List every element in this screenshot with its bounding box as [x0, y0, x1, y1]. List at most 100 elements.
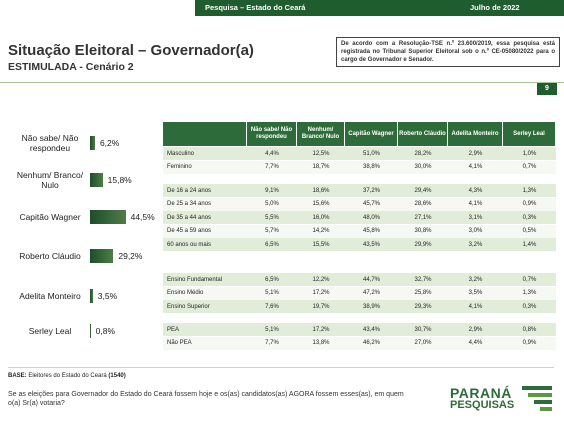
- table-cell: 27,1%: [414, 214, 432, 221]
- table-cell: 5,1%: [265, 290, 279, 297]
- table-cell: 0,3%: [522, 303, 537, 310]
- table-cell: 45,8%: [362, 228, 380, 235]
- row-bg: [163, 300, 556, 313]
- table-cell: 16,0%: [312, 214, 330, 221]
- table-cell: 43,4%: [362, 326, 380, 333]
- table-cell: 4,1%: [468, 201, 483, 208]
- table-cell: 2,9%: [468, 150, 483, 157]
- table-cell: 0,5%: [522, 228, 537, 235]
- table-cell: 4,3%: [468, 187, 483, 194]
- row-label: De 45 a 59 anos: [167, 228, 212, 235]
- category-label: Não sabe/ Não respondeu: [21, 133, 79, 153]
- table-cell: 38,8%: [362, 164, 380, 171]
- row-label: De 35 a 44 anos: [167, 214, 212, 221]
- table-cell: 3,0%: [468, 228, 483, 235]
- bar: [90, 173, 103, 187]
- table-cell: 17,2%: [312, 290, 330, 297]
- table-cell: 1,3%: [522, 187, 537, 194]
- table-cell: 3,2%: [468, 241, 483, 248]
- column-header: Não sabe/ Não respondeu: [247, 122, 297, 146]
- table-cell: 32,7%: [414, 276, 432, 283]
- column-header: Nenhum/ Branco/ Nulo: [297, 122, 345, 146]
- table-cell: 14,2%: [312, 228, 330, 235]
- table-cell: 12,5%: [312, 150, 330, 157]
- row-label: Masculino: [167, 150, 195, 157]
- table-cell: 0,9%: [522, 340, 537, 347]
- table-cell: 30,0%: [414, 164, 432, 171]
- table-cell: 12,2%: [312, 276, 330, 283]
- row-label: Feminino: [167, 164, 192, 171]
- table-cell: 4,4%: [265, 150, 279, 157]
- table-cell: 3,1%: [468, 214, 483, 221]
- base-text: Eleitores do Estado do Ceará: [28, 373, 107, 379]
- row-label: 60 anos ou mais: [167, 241, 212, 248]
- row-label: PEA: [167, 326, 180, 333]
- table-cell: 7,7%: [265, 164, 279, 171]
- row-label: De 16 a 24 anos: [167, 187, 212, 194]
- table-cell: 29,9%: [414, 241, 432, 248]
- table-cell: 30,7%: [414, 326, 432, 333]
- table-cell: 0,9%: [522, 201, 537, 208]
- table-cell: 1,4%: [522, 241, 537, 248]
- table-cell: 37,2%: [362, 187, 380, 194]
- row-bg: [163, 184, 556, 197]
- table-cell: 6,5%: [265, 241, 279, 248]
- table-cell: 0,8%: [522, 326, 537, 333]
- table-cell: 7,7%: [265, 340, 279, 347]
- bar-chart: Não sabe/ Não respondeu 6,2% Nenhum/ Branc…: [0, 0, 160, 360]
- table-cell: 3,5%: [468, 290, 483, 297]
- divider: [8, 367, 554, 368]
- row-bg: [163, 323, 556, 336]
- divider: [0, 82, 564, 83]
- base-note: BASE: Eleitores do Estado do Ceará (1540…: [8, 373, 126, 379]
- table-cell: 4,1%: [468, 303, 483, 310]
- notice: De acordo com a Resolução-TSE n.º 23.600…: [336, 37, 560, 67]
- table-cell: 5,0%: [265, 201, 279, 208]
- table-cell: 5,5%: [265, 214, 279, 221]
- row-bg: [163, 211, 556, 224]
- header-band: Pesquisa – Estado do Ceará Julho de 2022: [195, 0, 564, 16]
- row-bg: [163, 286, 556, 300]
- table-cell: 29,4%: [414, 187, 432, 194]
- table-cell: 5,1%: [265, 326, 279, 333]
- table-cell: 9,1%: [265, 187, 279, 194]
- category-label: Serley Leal: [28, 326, 72, 336]
- value-label: 44,5%: [130, 212, 155, 222]
- table-cell: 47,2%: [362, 290, 380, 297]
- table-cell: 15,6%: [312, 201, 330, 208]
- row-bg: [163, 197, 556, 211]
- table-cell: 43,5%: [362, 241, 380, 248]
- base-n: (1540): [108, 373, 126, 379]
- column-header: Serley Leal: [503, 122, 556, 146]
- column-header: Roberto Cláudio: [398, 122, 448, 146]
- subtitle: ESTIMULADA - Cenário 2: [8, 61, 134, 73]
- column-header: Capitão Wagner: [345, 122, 398, 146]
- value-label: 15,8%: [107, 175, 132, 185]
- table-cell: 29,3%: [414, 303, 432, 310]
- table-cell: 25,8%: [414, 290, 432, 297]
- column-header: Adelita Monteiro: [448, 122, 503, 146]
- bar: [90, 210, 126, 224]
- header-right: Julho de 2022: [470, 3, 520, 12]
- value-label: 6,2%: [99, 138, 120, 148]
- row-bg: [163, 238, 556, 251]
- table-cell: 15,5%: [312, 241, 330, 248]
- logo-mark: [522, 386, 552, 411]
- category-label: Nenhum/ Branco/ Nulo: [16, 170, 84, 190]
- row-bg: [163, 273, 556, 286]
- table-cell: 6,5%: [265, 276, 279, 283]
- table-cell: 28,2%: [414, 150, 432, 157]
- page-number: 9: [537, 83, 557, 95]
- value-label: 3,5%: [97, 291, 118, 301]
- table-cell: 5,7%: [265, 228, 279, 235]
- table-cell: 17,2%: [312, 326, 330, 333]
- table-cell: 19,7%: [312, 303, 330, 310]
- table-cell: 13,8%: [312, 340, 330, 347]
- category-label: Capitão Wagner: [19, 212, 81, 222]
- table-cell: 1,0%: [522, 150, 537, 157]
- row-label: Não PEA: [167, 340, 192, 347]
- value-label: 0,8%: [95, 326, 115, 336]
- base-label: BASE:: [8, 373, 27, 379]
- logo-text: PARANÁ: [450, 385, 512, 401]
